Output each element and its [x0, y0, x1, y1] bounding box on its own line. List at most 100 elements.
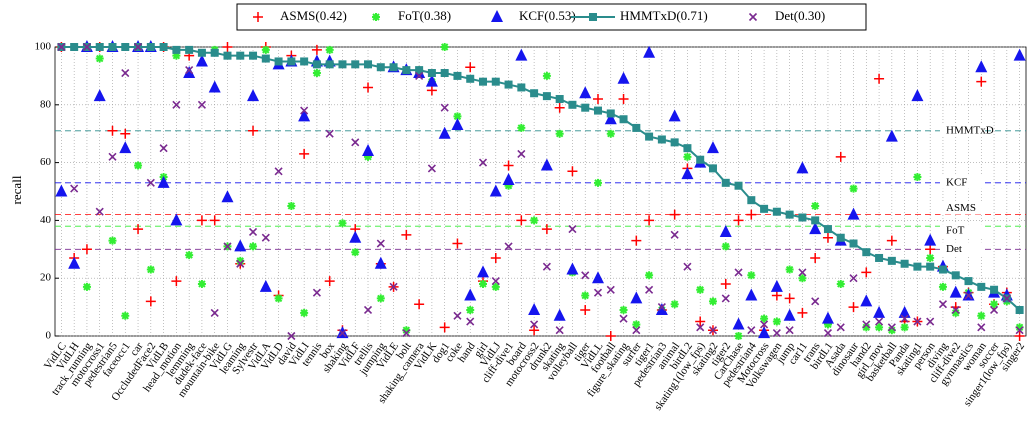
marker-square	[210, 48, 219, 57]
marker-square	[887, 256, 896, 265]
marker-cross	[363, 305, 373, 315]
marker-square	[568, 100, 577, 109]
marker-square	[964, 277, 973, 286]
marker-triangle	[183, 66, 196, 79]
mean-label-bg	[940, 123, 982, 137]
marker-plus	[925, 244, 936, 255]
marker-plus	[554, 102, 565, 113]
marker-square	[581, 103, 590, 112]
marker-cross	[70, 184, 79, 193]
marker-star	[440, 43, 449, 51]
marker-plus	[746, 209, 757, 220]
legend-label: HMMTxD(0.71)	[620, 8, 708, 23]
marker-triangle	[464, 288, 477, 301]
marker-square	[823, 225, 832, 234]
marker-triangle	[655, 302, 668, 315]
marker-star	[849, 184, 858, 193]
marker-triangle	[911, 89, 924, 102]
marker-cross	[721, 294, 730, 303]
marker-star	[951, 308, 960, 317]
marker-star	[747, 271, 756, 280]
marker-cross	[568, 225, 577, 234]
marker-square	[389, 63, 398, 72]
marker-plus	[861, 267, 872, 278]
marker-plus	[886, 235, 897, 246]
marker-triangle	[566, 262, 579, 275]
marker-square	[683, 144, 692, 153]
marker-cross	[926, 317, 935, 326]
marker-star	[670, 300, 679, 309]
marker-square	[364, 60, 373, 69]
marker-triangle	[821, 311, 834, 324]
marker-triangle	[604, 112, 617, 125]
legend-marker	[253, 12, 263, 22]
marker-square	[185, 45, 194, 54]
marker-cross	[734, 268, 743, 277]
marker-triangle	[860, 294, 873, 307]
marker-cross	[325, 129, 334, 138]
marker-star	[913, 173, 922, 182]
marker-triangle	[170, 213, 183, 226]
marker-cross	[402, 329, 411, 338]
marker-square	[696, 155, 705, 164]
marker-square	[913, 262, 922, 271]
marker-square	[657, 135, 666, 144]
marker-cross	[619, 314, 628, 323]
marker-triangle	[528, 302, 541, 315]
marker-cross	[555, 326, 564, 335]
marker-triangle	[119, 141, 132, 154]
marker-star	[990, 300, 999, 309]
marker-cross	[849, 274, 858, 283]
marker-plus	[516, 215, 527, 226]
marker-square	[849, 239, 858, 248]
marker-triangle	[579, 86, 592, 99]
marker-square	[261, 54, 270, 63]
marker-star	[875, 323, 884, 332]
marker-plus	[465, 62, 476, 73]
marker-star	[632, 320, 641, 329]
marker-square	[287, 57, 296, 66]
marker-triangle	[68, 256, 81, 269]
marker-plus	[592, 94, 603, 105]
marker-star	[645, 271, 654, 280]
y-tick-label: 100	[35, 41, 52, 53]
marker-star	[887, 326, 896, 335]
marker-square	[236, 51, 245, 60]
marker-cross	[491, 277, 500, 286]
marker-plus	[529, 325, 540, 336]
marker-star	[376, 294, 385, 303]
marker-cross	[121, 68, 130, 78]
marker-square	[402, 66, 411, 75]
marker-cross	[670, 230, 679, 239]
marker-cross	[287, 331, 296, 341]
series-line	[61, 46, 1021, 311]
y-tick-label: 60	[40, 156, 52, 168]
marker-triangle	[438, 126, 451, 139]
marker-cross	[300, 106, 309, 115]
marker-square	[197, 48, 206, 57]
marker-cross	[542, 262, 551, 271]
marker-star	[823, 320, 832, 329]
marker-triangle	[451, 118, 464, 131]
marker-star	[300, 308, 309, 317]
marker-cross	[82, 42, 92, 52]
marker-plus	[209, 215, 220, 226]
marker-square	[772, 207, 781, 216]
marker-cross	[823, 329, 833, 338]
marker-triangle	[949, 285, 962, 298]
marker-triangle	[719, 224, 732, 237]
marker-star	[542, 71, 551, 80]
marker-square	[376, 63, 385, 72]
marker-star	[708, 297, 717, 306]
marker-star	[1015, 323, 1024, 332]
mean-label: HMMTxD	[946, 124, 994, 136]
marker-cross	[836, 323, 845, 332]
marker-plus	[810, 252, 821, 263]
marker-star	[900, 323, 909, 332]
marker-star	[466, 305, 475, 314]
mean-label: ASMS	[946, 202, 976, 214]
marker-cross	[146, 178, 155, 187]
marker-plus	[324, 276, 335, 287]
marker-star	[977, 311, 986, 320]
marker-star	[185, 251, 194, 260]
